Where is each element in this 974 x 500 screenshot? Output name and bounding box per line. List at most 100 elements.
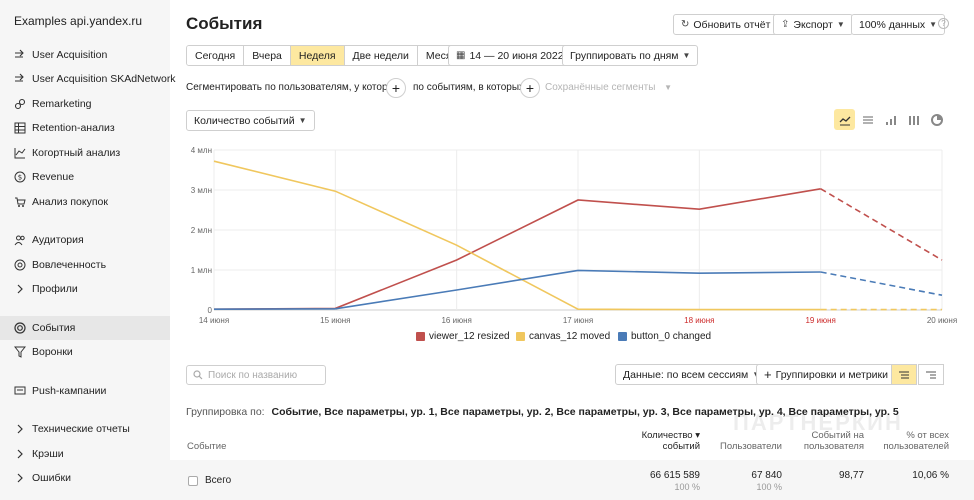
export-icon: ⇪ [781,19,790,30]
search-input[interactable] [208,369,318,381]
column-header-count[interactable]: Количество ▾ событий [600,430,700,452]
export-button[interactable]: ⇪ Экспорт ▼ [773,14,853,35]
add-event-segment-button[interactable]: + [520,78,540,98]
legend-label: button_0 changed [631,331,712,342]
search-icon [193,370,203,380]
metric-select[interactable]: Количество событий ▼ [186,110,315,131]
flat-view-toggle[interactable] [918,364,944,385]
x-tick-label: 17 июня [563,316,593,325]
sidebar-item-label: Технические отчеты [32,423,130,435]
sampling-label: 100% данных [859,18,926,31]
total-count-value: 66 615 589 [649,470,700,481]
tree-view-toggle[interactable] [891,364,917,385]
sidebar-item-6[interactable]: Анализ покупок [0,190,170,214]
legend-item-viewer[interactable]: viewer_12 resized [416,331,510,342]
sidebar-item-label: Воронки [32,346,73,358]
column-header-share[interactable]: % от всех пользователей [870,430,949,452]
refresh-icon: ↻ [681,19,690,30]
sidebar-item-12[interactable]: Push-кампании [0,379,170,403]
group-by-select[interactable]: Группировать по дням ▼ [562,45,699,66]
series-forecast-line-2 [820,271,943,296]
grouping-prefix: Группировка по: [186,406,265,418]
stacked-area-chart-type-button[interactable] [857,109,878,130]
total-row-checkbox[interactable] [188,476,198,486]
column-header-event[interactable]: Событие [187,441,227,452]
line-chart-type-button[interactable] [834,109,855,130]
saved-segments-label: Сохранённые сегменты [545,82,656,93]
sidebar-item-14[interactable]: Крэши [0,442,170,466]
search-field[interactable] [186,365,326,385]
chevron-down-icon: ▼ [682,51,691,60]
sidebar-item-15[interactable]: Ошибки [0,466,170,490]
data-scope-select[interactable]: Данные: по всем сессиям ▼ [615,364,769,385]
chevron-down-icon: ▼ [836,20,845,29]
sidebar-item-label: Анализ покупок [32,196,108,208]
sidebar-item-8[interactable]: Вовлеченность [0,253,170,277]
sidebar-item-5[interactable]: $ Revenue [0,165,170,189]
column-header-per-user-line2: пользователя [803,441,864,452]
chevron-right-icon [14,448,26,460]
column-header-count-line1: Количество ▾ [641,430,700,441]
dollar-icon: $ [14,171,26,183]
saved-segments-select[interactable]: Сохранённые сегменты ▼ [545,82,672,93]
sidebar-item-2[interactable]: Remarketing [0,92,170,116]
legend-item-canvas[interactable]: canvas_12 moved [516,331,610,342]
column-header-events-per-user[interactable]: Событий на пользователя [790,430,864,452]
grouping-value[interactable]: Событие, Все параметры, ур. 1, Все парам… [271,406,899,418]
sidebar-item-label: Крэши [32,448,64,460]
page-title: События [186,14,263,33]
segment-users-text: Сегментировать по пользователям, у котор… [186,82,400,93]
svg-text:$: $ [18,174,22,182]
bar-chart-type-button[interactable] [880,109,901,130]
period-two-weeks[interactable]: Две недели [344,46,418,65]
sidebar-item-10[interactable]: События [0,316,170,340]
period-today[interactable]: Сегодня [187,46,245,65]
list-icon [899,371,909,378]
chevron-right-icon [14,472,26,484]
app-title[interactable]: Examples api.yandex.ru [14,14,143,28]
y-tick-label: 4 млн [191,146,212,155]
plus-icon: + [391,80,401,96]
sidebar-item-13[interactable]: Технические отчеты [0,417,170,441]
sidebar-item-7[interactable]: Аудитория [0,228,170,252]
chevron-down-icon: ▼ [664,83,673,92]
legend-swatch [516,332,525,341]
y-tick-label: 2 млн [191,226,212,235]
chevron-right-icon [14,283,26,295]
legend-item-button[interactable]: button_0 changed [618,331,711,342]
watermark-text: ПАРТНЕРКИН [733,410,903,435]
groupings-metrics-button[interactable]: + Группировки и метрики [756,364,896,385]
sidebar-item-label: User Acquisition [32,49,108,61]
date-range-picker[interactable]: ▦ 14 — 20 июня 2022 [448,45,572,66]
x-tick-label: 15 июня [320,316,350,325]
x-tick-label: 18 июня [684,316,714,325]
column-header-users[interactable]: Пользователи [719,441,782,452]
acquisition-icon [14,49,26,61]
sidebar-item-label: Когортный анализ [32,147,121,159]
series-line-1 [213,160,821,311]
sidebar-item-0[interactable]: User Acquisition [0,43,170,67]
chevron-down-icon: ▼ [929,20,938,29]
series-forecast-line-0 [820,188,943,261]
segment-events-text: по событиям, в которых [413,82,525,93]
sidebar-item-4[interactable]: Когортный анализ [0,141,170,165]
period-week[interactable]: Неделя [290,46,345,65]
sidebar-item-label: Retention-анализ [32,122,115,134]
x-tick-label: 16 июня [441,316,471,325]
sidebar-item-label: Профили [32,283,78,295]
column-chart-icon [908,115,919,125]
add-user-segment-button[interactable]: + [386,78,406,98]
funnel-icon [14,346,26,358]
sidebar-item-9[interactable]: Профили [0,277,170,301]
sidebar-item-11[interactable]: Воронки [0,340,170,364]
help-icon[interactable]: ? [938,18,949,29]
sidebar-item-label: Remarketing [32,98,92,110]
sidebar-item-3[interactable]: Retention-анализ [0,116,170,140]
sidebar-item-1[interactable]: User Acquisition SKAdNetwork [0,67,176,91]
column-chart-type-button[interactable] [903,109,924,130]
sampling-select[interactable]: 100% данных ▼ [851,14,946,35]
refresh-report-button[interactable]: ↻ Обновить отчёт [673,14,779,35]
pie-chart-type-button[interactable] [926,109,947,130]
period-yesterday[interactable]: Вчера [244,46,291,65]
